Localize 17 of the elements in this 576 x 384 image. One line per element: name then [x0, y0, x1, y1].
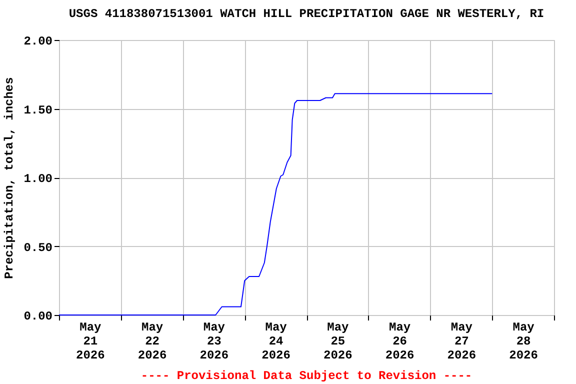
- y-tick-label: 1.00: [24, 172, 52, 186]
- x-tick-label: May 23 2026: [200, 320, 229, 362]
- y-tick-label: 0.00: [24, 310, 52, 324]
- y-tick-label: 2.00: [24, 34, 52, 48]
- x-tick-label: May 24 2026: [262, 320, 290, 362]
- text: ---- Provisional Data Subject to Revision ----: [140, 369, 472, 383]
- x-tick-label: May 21 2026: [76, 320, 105, 362]
- x-tick-label: May 28 2026: [509, 320, 538, 362]
- y-tick-label: 0.50: [24, 240, 52, 255]
- y-axis-title: Precipitation, total, inches: [2, 77, 17, 279]
- x-tick-label: May 26 2026: [385, 320, 414, 362]
- x-tick-label: May 25 2026: [324, 320, 352, 362]
- y-tick-label: 1.50: [24, 103, 52, 118]
- chart-title: USGS 411838071513001 WATCH HILL PRECIPITATION GAGE NR WESTERLY, RI: [68, 7, 544, 21]
- x-tick-label: May 22 2026: [138, 320, 167, 362]
- x-tick-label: May 27 2026: [447, 320, 476, 362]
- line-series: [58, 93, 493, 316]
